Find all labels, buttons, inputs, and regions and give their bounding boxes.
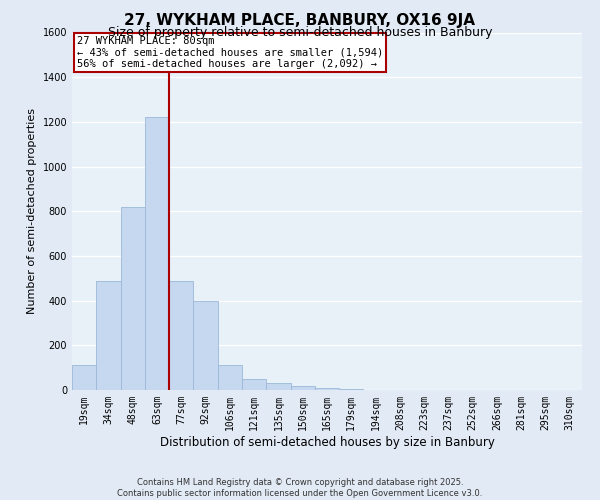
Bar [169,280,193,390]
Bar [266,384,290,390]
Bar [121,207,145,390]
Bar [96,280,121,390]
Bar [193,300,218,390]
Text: 27 WYKHAM PLACE: 80sqm
← 43% of semi-detached houses are smaller (1,594)
56% of : 27 WYKHAM PLACE: 80sqm ← 43% of semi-det… [77,36,383,70]
Bar [145,118,169,390]
Text: Contains HM Land Registry data © Crown copyright and database right 2025.
Contai: Contains HM Land Registry data © Crown c… [118,478,482,498]
X-axis label: Distribution of semi-detached houses by size in Banbury: Distribution of semi-detached houses by … [160,436,494,448]
Bar [339,389,364,390]
Bar [290,386,315,390]
Y-axis label: Number of semi-detached properties: Number of semi-detached properties [27,108,37,314]
Text: 27, WYKHAM PLACE, BANBURY, OX16 9JA: 27, WYKHAM PLACE, BANBURY, OX16 9JA [125,12,476,28]
Bar [242,379,266,390]
Bar [315,388,339,390]
Bar [72,366,96,390]
Bar [218,366,242,390]
Text: Size of property relative to semi-detached houses in Banbury: Size of property relative to semi-detach… [108,26,492,39]
